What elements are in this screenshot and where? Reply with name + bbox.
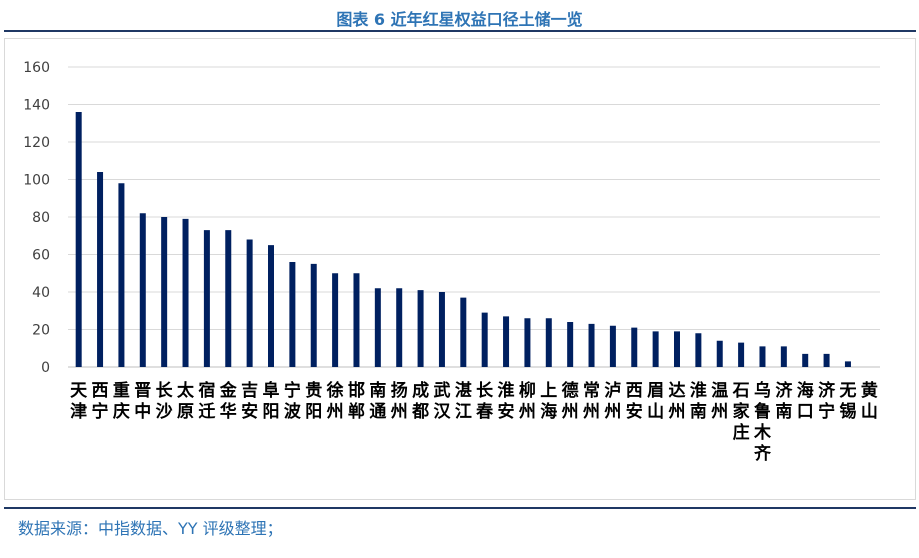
bar [503, 316, 510, 367]
x-tick-label: 上海 [540, 381, 557, 422]
x-tick-label: 阜阳 [263, 380, 280, 422]
bar [182, 218, 189, 367]
bar [759, 346, 766, 367]
bar [545, 318, 552, 367]
y-tick-label: 60 [32, 248, 50, 264]
x-tick-label: 西宁 [92, 381, 109, 422]
x-tick-label: 成都 [411, 380, 429, 422]
bar [481, 312, 488, 367]
x-tick-label: 海口 [797, 380, 814, 422]
x-tick-label: 泸州 [603, 381, 621, 422]
bar [332, 273, 339, 367]
bar [310, 263, 317, 367]
x-tick-label: 济宁 [818, 380, 836, 422]
y-tick-label: 80 [32, 210, 50, 226]
x-tick-label: 德州 [561, 380, 579, 422]
x-tick-label: 吉安 [241, 381, 258, 422]
bar [246, 239, 253, 367]
x-tick-label: 西安 [626, 381, 643, 422]
chart-title: 图表 6 近年红星权益口径土储一览 [336, 10, 583, 29]
x-tick-label: 扬州 [390, 380, 408, 422]
bar [161, 217, 168, 367]
y-tick-label: 20 [32, 323, 50, 339]
bar [674, 331, 680, 367]
x-tick-label: 达州 [668, 380, 686, 422]
x-tick-label: 黄山 [861, 380, 878, 422]
bar [353, 273, 360, 367]
bar [823, 353, 830, 367]
bar [738, 342, 745, 367]
bar [567, 322, 574, 367]
bar [652, 331, 659, 367]
x-tick-label: 无锡 [838, 381, 856, 422]
x-tick-label: 眉山 [647, 381, 664, 422]
x-tick-label: 淮南 [690, 381, 707, 422]
x-tick-label: 邯郸 [348, 380, 365, 422]
source-note: 数据来源：中指数据、YY 评级整理； [18, 519, 283, 538]
bar [780, 346, 787, 367]
y-tick-label: 160 [23, 60, 50, 76]
x-tick-label: 柳州 [518, 380, 536, 422]
x-tick-label: 贵阳 [305, 380, 322, 422]
x-tick-label: 乌鲁木齐 [753, 380, 772, 464]
bar-chart: 0 20 40 60 80 100 120 140 160 天津西宁重庆晋中长沙太原宿迁金华吉安阜… [23, 60, 880, 464]
bar [374, 288, 381, 367]
bar [844, 361, 851, 367]
bar [438, 292, 445, 367]
x-tick-label: 太原 [177, 380, 195, 422]
y-tick-label: 40 [32, 285, 50, 301]
x-tick-label: 温州 [710, 381, 728, 422]
title-divider [4, 30, 916, 32]
bar [268, 245, 274, 367]
bar [97, 172, 104, 367]
bar [417, 290, 424, 367]
bar [118, 183, 125, 367]
bar [396, 288, 403, 367]
bar [460, 297, 467, 367]
bar [695, 333, 702, 367]
x-tick-label: 徐州 [326, 380, 344, 422]
y-tick-label: 0 [41, 360, 50, 376]
x-tick-label: 石家庄 [732, 381, 750, 443]
bar [588, 323, 595, 367]
y-tick-label: 140 [23, 98, 50, 114]
chart-frame [4, 38, 916, 500]
bar [225, 230, 232, 367]
bar [716, 340, 723, 367]
x-tick-label: 武汉 [433, 380, 451, 422]
x-tick-label: 淮安 [498, 381, 515, 422]
x-tick-label: 金华 [219, 380, 238, 422]
x-tick-label: 济南 [775, 380, 793, 422]
x-tick-label: 天津 [70, 381, 88, 422]
bar [524, 318, 531, 367]
bottom-divider [4, 507, 916, 509]
x-tick-label: 长春 [476, 380, 494, 422]
bar [139, 213, 146, 367]
x-tick-label: 湛江 [455, 380, 472, 422]
y-tick-label: 120 [23, 135, 50, 151]
bar [75, 112, 82, 367]
x-tick-label: 晋中 [134, 381, 151, 422]
y-tick-label: 100 [23, 173, 50, 189]
x-tick-label: 常州 [582, 380, 600, 422]
bar [203, 230, 210, 367]
bar [802, 353, 809, 367]
bar [631, 327, 638, 367]
x-tick-label: 宁波 [284, 380, 302, 422]
bar [609, 325, 616, 367]
x-tick-label: 南通 [369, 380, 386, 422]
x-tick-label: 长沙 [156, 380, 174, 422]
x-tick-label: 重庆 [113, 380, 130, 422]
bar [289, 262, 296, 367]
x-tick-label: 宿迁 [198, 380, 215, 422]
